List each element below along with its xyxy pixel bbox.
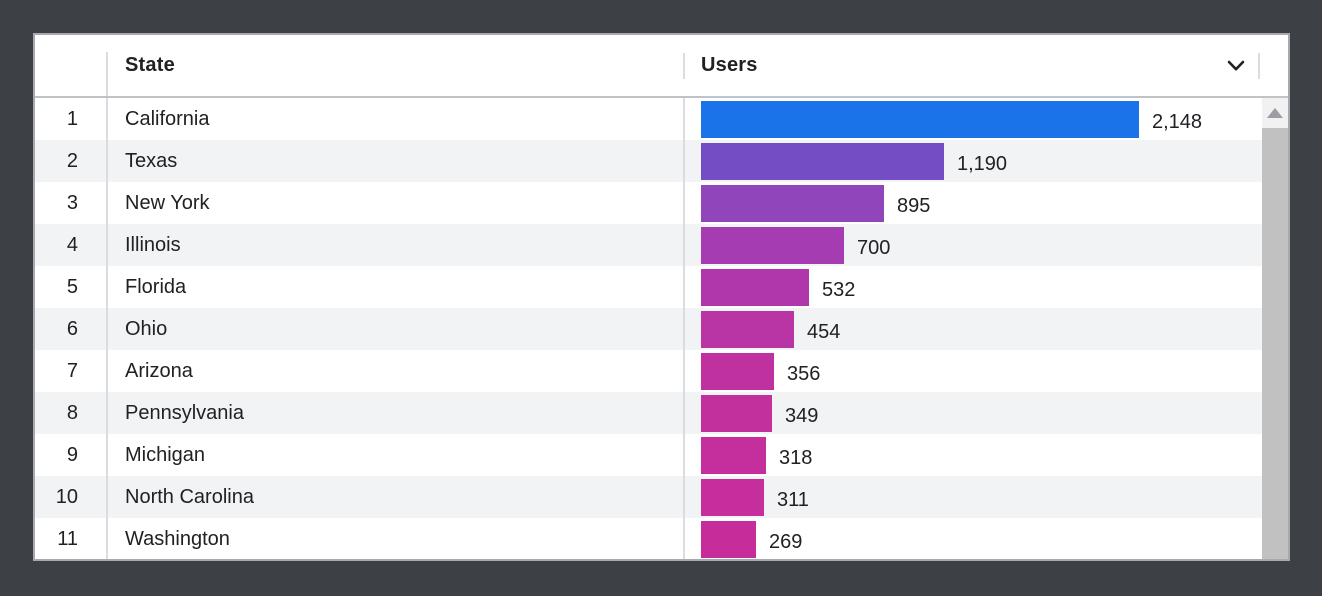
header-index-cell [35,35,106,96]
users-bar [701,142,944,180]
table-row: 10 North Carolina 311 [35,476,1288,518]
users-bar [701,100,1139,138]
row-index: 4 [66,233,78,256]
table-header: State Users [35,35,1288,98]
table-row: 1 California 2,148 [35,98,1288,140]
table-row: 4 Illinois 700 [35,224,1288,266]
users-bar [701,268,809,306]
row-index: 10 [55,485,78,508]
users-cell: 349 [683,392,1288,434]
triangle-up-icon [1267,108,1283,118]
table-row: 2 Texas 1,190 [35,140,1288,182]
users-cell: 318 [683,434,1288,476]
header-state-label: State [125,54,175,76]
users-cell: 895 [683,182,1288,224]
users-by-state-card: State Users 1 California 2,148 2 Texas 1… [33,33,1290,561]
users-bar [701,352,774,390]
table-row: 9 Michigan 318 [35,434,1288,476]
row-index: 5 [66,275,78,298]
row-index: 6 [66,317,78,340]
table-body: 1 California 2,148 2 Texas 1,190 3 New Y… [35,98,1288,559]
state-name: Texas [106,140,683,182]
users-value: 895 [897,195,931,217]
users-bar [701,184,884,222]
users-value: 1,190 [957,153,1008,175]
state-name: Pennsylvania [106,392,683,434]
table-row: 6 Ohio 454 [35,308,1288,350]
users-bar [701,226,844,264]
scrollbar-thumb[interactable] [1262,128,1288,559]
users-cell: 700 [683,224,1288,266]
state-name: Arizona [106,350,683,392]
users-bar [701,478,764,516]
users-cell: 1,190 [683,140,1288,182]
table-row: 8 Pennsylvania 349 [35,392,1288,434]
users-bar [701,436,766,474]
users-bar [701,520,756,558]
row-index: 7 [66,359,78,382]
users-cell: 454 [683,308,1288,350]
state-name: Washington [106,518,683,559]
row-index: 11 [57,527,78,550]
users-cell: 356 [683,350,1288,392]
users-value: 700 [857,237,891,259]
table-row: 11 Washington 269 [35,518,1288,559]
state-name: Michigan [106,434,683,476]
users-bar [701,310,794,348]
table-row: 7 Arizona 356 [35,350,1288,392]
table-row: 5 Florida 532 [35,266,1288,308]
scroll-up-button[interactable] [1262,98,1288,128]
users-value: 2,148 [1152,111,1203,133]
row-index: 8 [66,401,78,424]
users-cell: 2,148 [683,98,1288,140]
header-users-label: Users [701,54,758,76]
users-value: 454 [807,321,841,343]
state-name: California [106,98,683,140]
users-value: 349 [785,405,819,427]
row-index: 1 [66,107,78,130]
chevron-down-icon[interactable] [1227,60,1245,72]
vertical-scrollbar[interactable] [1262,98,1288,559]
state-name: Ohio [106,308,683,350]
header-users-cell[interactable]: Users [683,35,1288,96]
state-name: North Carolina [106,476,683,518]
header-state-cell[interactable]: State [106,35,683,96]
users-bar [701,394,772,432]
users-value: 318 [779,447,813,469]
state-name: Florida [106,266,683,308]
state-name: New York [106,182,683,224]
users-value: 269 [769,531,803,553]
users-value: 311 [777,489,809,511]
column-divider [1258,52,1260,79]
table-row: 3 New York 895 [35,182,1288,224]
users-value: 356 [787,363,821,385]
users-value: 532 [822,279,856,301]
row-index: 3 [66,191,78,214]
users-cell: 532 [683,266,1288,308]
row-index: 9 [66,443,78,466]
row-index: 2 [66,149,78,172]
users-cell: 269 [683,518,1288,559]
users-cell: 311 [683,476,1288,518]
state-name: Illinois [106,224,683,266]
